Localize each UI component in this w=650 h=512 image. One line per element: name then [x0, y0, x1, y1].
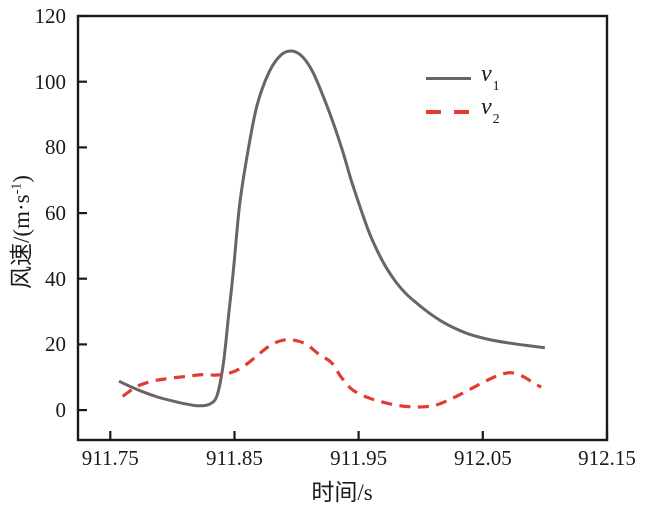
x-tick-label: 911.75 — [81, 446, 139, 470]
y-tick-label: 0 — [55, 398, 67, 423]
legend-label-v2-base: v — [481, 93, 492, 120]
legend-label-v1-sub: 1 — [492, 79, 500, 95]
v2-dashed-line-sample — [426, 109, 471, 114]
plot-frame — [76, 14, 609, 442]
legend-label-v1-base: v — [481, 60, 492, 87]
legend-label-v2: v2 — [481, 93, 500, 130]
x-tick-label: 912.05 — [453, 446, 512, 470]
legend: v1 v2 — [426, 60, 500, 130]
y-tick-label: 40 — [45, 266, 66, 291]
y-axis-title-close: ) — [9, 175, 34, 183]
legend-item-v1: v1 — [426, 60, 500, 97]
x-axis-title: 时间/s — [311, 480, 373, 505]
series-v1-line — [118, 49, 546, 408]
legend-label-v2-sub: 2 — [492, 112, 500, 128]
y-tick-label: 60 — [45, 201, 66, 226]
y-tick-label: 120 — [34, 4, 67, 28]
x-tick-label: 911.85 — [205, 446, 263, 470]
legend-label-v1: v1 — [481, 60, 500, 97]
series-v2-line — [121, 338, 542, 409]
y-tick-label: 80 — [45, 135, 66, 160]
legend-item-v2: v2 — [426, 93, 500, 130]
y-tick-label: 100 — [34, 69, 67, 94]
x-tick-label: 911.95 — [330, 446, 388, 470]
y-tick-label: 20 — [45, 332, 66, 357]
v1-solid-line-sample — [426, 77, 471, 80]
x-tick-label: 912.15 — [578, 446, 636, 470]
y-axis-title-superscript: -1 — [9, 182, 25, 195]
